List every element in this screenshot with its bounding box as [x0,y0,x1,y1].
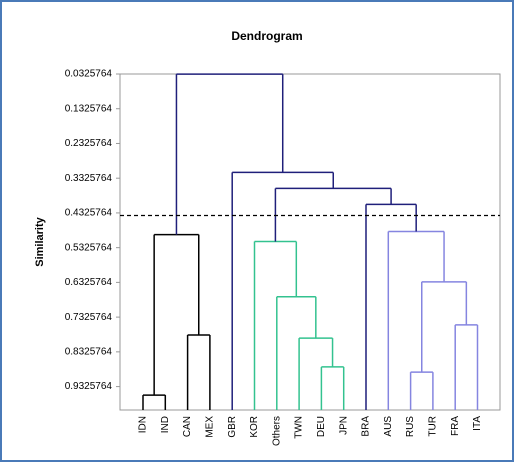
leaf-label: DEU [316,416,327,437]
leaf-label: Others [271,416,282,446]
leaf-label: IDN [138,416,149,433]
y-tick-label: 0.5325764 [65,242,113,253]
leaf-label: FRA [450,416,461,436]
y-tick-label: 0.6325764 [65,277,113,288]
y-tick-label: 0.9325764 [65,381,113,392]
y-tick-label: 0.8325764 [65,346,113,357]
y-axis-label: Similarity [34,216,46,266]
leaf-label: BRA [361,416,372,437]
y-tick-label: 0.1325764 [65,103,113,114]
y-tick-label: 0.0325764 [65,69,113,80]
leaf-label: MEX [205,416,216,438]
leaf-label: CAN [182,416,193,437]
leaf-label: GBR [227,416,238,438]
leaf-label: ITA [472,416,483,431]
leaf-label: RUS [405,416,416,437]
chart-title: Dendrogram [231,29,302,43]
plot-area [119,73,501,411]
leaf-label: IND [160,416,171,433]
y-tick-label: 0.2325764 [65,138,113,149]
leaf-label: TUR [428,416,439,437]
leaf-label: KOR [249,416,260,438]
y-tick-label: 0.7325764 [65,312,113,323]
y-tick-label: 0.3325764 [65,173,113,184]
leaf-label: JPN [338,416,349,435]
y-tick-label: 0.4325764 [65,208,113,219]
leaf-label: AUS [383,416,394,437]
leaf-label: TWN [294,416,305,439]
